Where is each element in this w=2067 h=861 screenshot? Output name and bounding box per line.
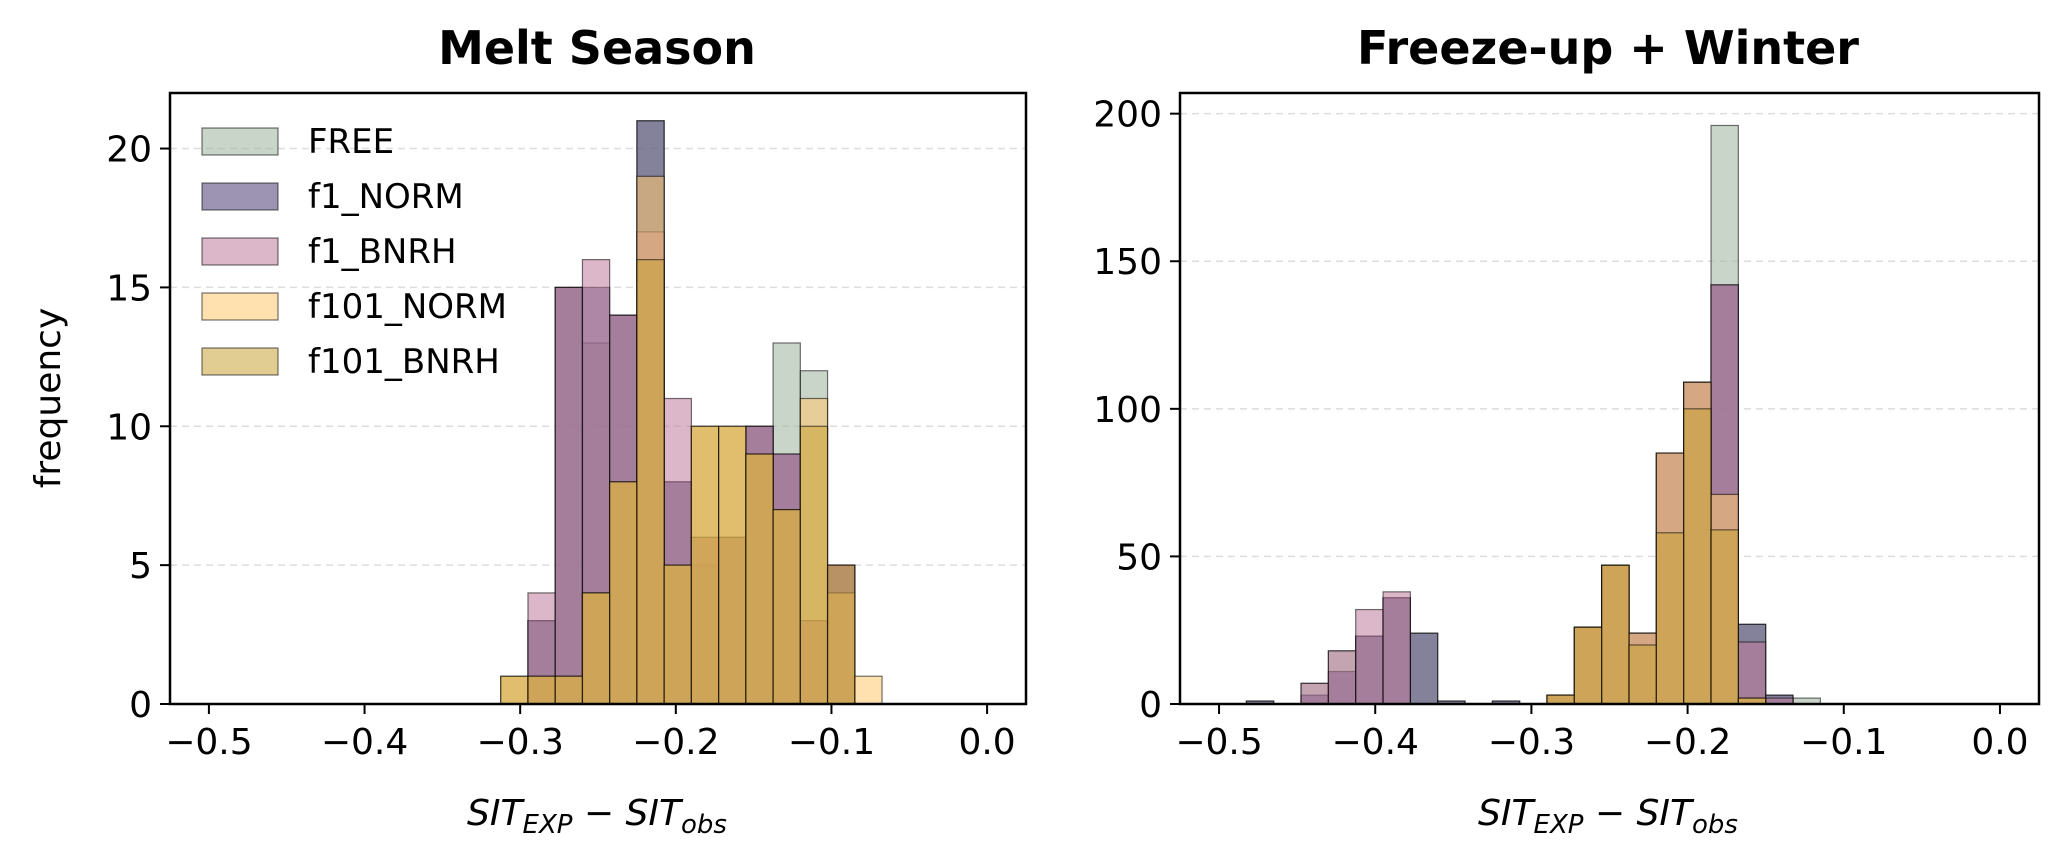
legend-label: f1_NORM <box>308 177 464 217</box>
x-tick-label: −0.4 <box>1332 722 1419 763</box>
bar-f101-bnrh <box>1601 564 1630 705</box>
bars <box>1245 124 1821 705</box>
bar-f101-bnrh <box>527 675 556 705</box>
bar-f101-bnrh <box>826 564 856 705</box>
panel-freeze-up-winter: Freeze-up + Winter −0.5 −0.4 −0.3 −0.2 −0.1 0… <box>1093 21 2041 840</box>
bar-f101-bnrh <box>581 592 611 705</box>
bar-f1-bnrh <box>1300 682 1329 705</box>
legend-swatch <box>201 127 279 156</box>
plot-frame <box>168 91 1028 706</box>
bar-f101-bnrh <box>1655 532 1685 705</box>
bar-f1-bnrh <box>1355 608 1384 705</box>
legend: FREE f1_NORM f1_BNRH f101_NORM f101_BNRH <box>201 122 507 382</box>
y-tick-label: 20 <box>106 130 152 171</box>
legend-label: f1_BNRH <box>308 232 457 272</box>
legend-label: FREE <box>308 122 394 162</box>
x-tick-label: 0.0 <box>958 722 1015 763</box>
bar-f101-bnrh <box>1546 694 1575 705</box>
chart-title: Freeze-up + Winter <box>1357 21 1859 75</box>
bar-f101-bnrh <box>690 425 720 705</box>
x-tick-label: 0.0 <box>1971 722 2028 763</box>
y-tick-label: 200 <box>1093 95 1162 136</box>
chart-title: Melt Season <box>438 21 756 75</box>
y-axis-ticks: 0 50 100 150 200 <box>1093 95 1180 726</box>
bar-f101-bnrh <box>554 675 584 705</box>
bar-f1-bnrh <box>1737 641 1767 705</box>
panel-melt-season: Melt Season −0.5 −0.4 −0.3 −0.2 −0.1 0.0 0 5 10… <box>28 21 1028 840</box>
legend-label: f101_NORM <box>308 287 507 327</box>
x-tick-label: −0.5 <box>165 722 252 763</box>
x-axis-ticks: −0.5 −0.4 −0.3 −0.2 −0.1 0.0 <box>165 704 1016 763</box>
x-tick-label: −0.1 <box>788 722 875 763</box>
bar-f1-norm <box>1409 632 1439 705</box>
bar-f101-bnrh <box>663 564 692 705</box>
bars <box>500 120 883 705</box>
bar-f101-bnrh <box>799 425 829 705</box>
bar-f101-bnrh <box>1683 408 1712 705</box>
x-tick-label: −0.1 <box>1800 722 1887 763</box>
bar-f101-bnrh <box>1628 644 1657 705</box>
bar-f1-bnrh <box>554 286 584 705</box>
bar-f101-bnrh <box>1573 626 1603 705</box>
bar-f1-bnrh <box>1327 650 1357 705</box>
bar-f101-bnrh <box>500 675 529 705</box>
x-tick-label: −0.5 <box>1175 722 1262 763</box>
y-tick-label: 10 <box>106 407 152 448</box>
bar-f101-bnrh <box>1710 529 1739 705</box>
plot-frame <box>1178 91 2041 706</box>
y-tick-label: 50 <box>1116 537 1162 578</box>
x-axis-ticks: −0.5 −0.4 −0.3 −0.2 −0.1 0.0 <box>1175 704 2029 763</box>
y-axis-ticks: 0 5 10 15 20 <box>106 130 170 726</box>
gridlines <box>1180 112 2039 558</box>
legend-swatch <box>201 182 279 211</box>
legend-swatch <box>201 347 279 376</box>
y-tick-label: 15 <box>106 268 152 309</box>
y-tick-label: 0 <box>1139 685 1162 726</box>
x-tick-label: −0.4 <box>321 722 408 763</box>
legend-swatch <box>201 237 279 266</box>
legend-label: f101_BNRH <box>308 342 500 382</box>
x-tick-label: −0.2 <box>632 722 719 763</box>
y-tick-label: 5 <box>129 546 152 587</box>
y-tick-label: 0 <box>129 685 152 726</box>
gridlines <box>170 147 1026 566</box>
y-tick-label: 100 <box>1093 390 1162 431</box>
bar-f101-bnrh <box>609 481 638 705</box>
legend-swatch <box>201 292 279 321</box>
y-axis-label: frequency <box>28 308 69 489</box>
x-tick-label: −0.3 <box>476 722 563 763</box>
x-axis-label: SITEXP − SITobs <box>467 793 727 840</box>
bar-f101-bnrh <box>745 453 774 705</box>
bar-f101-bnrh <box>772 508 801 705</box>
x-tick-label: −0.3 <box>1488 722 1575 763</box>
bar-f101-bnrh <box>718 425 747 705</box>
bar-f101-bnrh <box>636 259 665 705</box>
x-tick-label: −0.2 <box>1644 722 1731 763</box>
y-tick-label: 150 <box>1093 242 1162 283</box>
x-axis-label: SITEXP − SITobs <box>1478 793 1738 840</box>
bar-f1-bnrh <box>1382 591 1411 705</box>
bar-f101-norm <box>854 675 883 705</box>
